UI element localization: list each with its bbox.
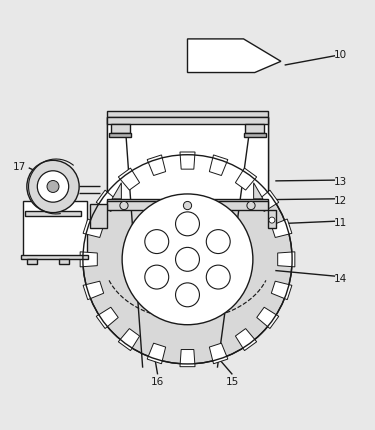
Bar — [107, 118, 268, 125]
Bar — [107, 118, 122, 208]
Bar — [107, 200, 268, 208]
Polygon shape — [257, 191, 279, 212]
Bar — [58, 260, 69, 264]
Polygon shape — [118, 329, 140, 351]
Polygon shape — [80, 252, 97, 267]
Text: 10: 10 — [334, 50, 347, 60]
Circle shape — [206, 230, 230, 254]
Circle shape — [206, 265, 230, 289]
Polygon shape — [151, 276, 165, 286]
Bar — [109, 134, 132, 138]
Polygon shape — [195, 283, 208, 292]
Circle shape — [269, 218, 275, 224]
Bar — [21, 255, 88, 260]
Polygon shape — [142, 266, 155, 275]
Polygon shape — [257, 307, 279, 329]
Circle shape — [183, 202, 192, 210]
Polygon shape — [159, 280, 172, 290]
Circle shape — [145, 265, 169, 289]
Circle shape — [37, 172, 69, 203]
Bar — [243, 134, 266, 138]
Polygon shape — [96, 307, 118, 329]
Polygon shape — [272, 219, 292, 238]
Polygon shape — [215, 271, 229, 281]
Polygon shape — [83, 282, 104, 300]
Bar — [25, 211, 81, 217]
Polygon shape — [180, 153, 195, 170]
Bar — [27, 260, 37, 264]
Polygon shape — [177, 285, 188, 293]
Circle shape — [120, 202, 128, 210]
Text: 17: 17 — [13, 162, 26, 172]
Text: 12: 12 — [334, 195, 347, 205]
Circle shape — [176, 248, 200, 272]
Circle shape — [176, 212, 200, 236]
Polygon shape — [83, 219, 104, 238]
Bar — [107, 118, 268, 202]
Polygon shape — [236, 329, 256, 351]
Circle shape — [122, 194, 253, 325]
Circle shape — [27, 161, 79, 213]
Polygon shape — [187, 285, 198, 293]
Bar — [111, 125, 130, 134]
Polygon shape — [146, 271, 160, 281]
Polygon shape — [209, 344, 228, 364]
Polygon shape — [272, 282, 292, 300]
Text: 15: 15 — [226, 376, 239, 386]
Polygon shape — [167, 283, 180, 292]
Bar — [245, 125, 264, 134]
Circle shape — [83, 155, 292, 364]
Polygon shape — [203, 280, 216, 290]
Circle shape — [247, 202, 255, 210]
Circle shape — [145, 230, 169, 254]
Polygon shape — [210, 276, 224, 286]
Bar — [107, 202, 268, 210]
Polygon shape — [180, 350, 195, 367]
Text: 11: 11 — [334, 218, 347, 227]
Bar — [23, 202, 87, 256]
Bar — [107, 111, 268, 118]
Polygon shape — [96, 191, 118, 212]
Bar — [90, 205, 107, 229]
Bar — [268, 210, 276, 229]
Text: 13: 13 — [334, 176, 347, 187]
Polygon shape — [236, 169, 256, 190]
Polygon shape — [278, 252, 295, 267]
Polygon shape — [209, 156, 228, 176]
Polygon shape — [112, 183, 122, 200]
Polygon shape — [220, 266, 232, 275]
Polygon shape — [188, 40, 281, 74]
Bar — [254, 118, 268, 208]
Polygon shape — [147, 156, 166, 176]
Circle shape — [47, 181, 59, 193]
Text: 16: 16 — [151, 376, 164, 386]
Polygon shape — [254, 183, 263, 200]
Text: 14: 14 — [334, 273, 347, 283]
Polygon shape — [147, 344, 166, 364]
Circle shape — [176, 283, 200, 307]
Polygon shape — [118, 169, 140, 190]
